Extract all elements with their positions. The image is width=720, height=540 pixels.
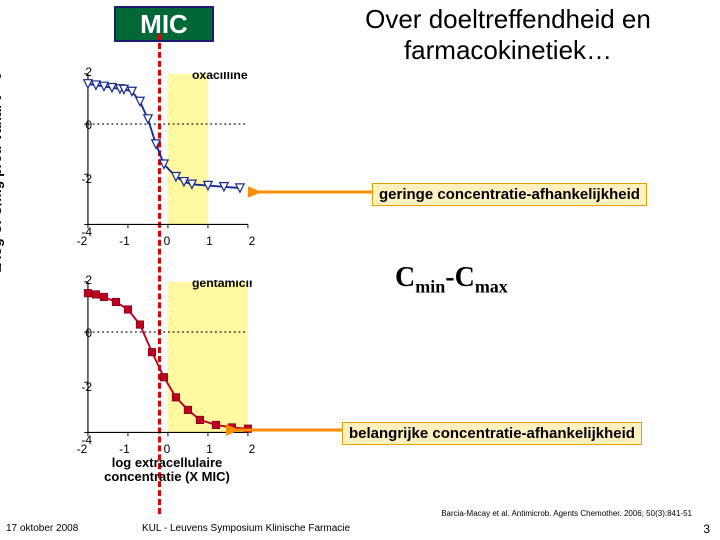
- svg-text:oxacilline: oxacilline: [192, 72, 248, 82]
- callout-belangrijke: belangrijke concentratie-afhankelijkheid: [342, 422, 642, 445]
- x-tick-label: 0: [157, 442, 177, 456]
- panel-oxacilline: oxacilline 20-2-4-2-1012: [48, 72, 268, 248]
- x-tick-label: -1: [115, 234, 135, 248]
- arrow-2: [226, 420, 346, 440]
- y-tick-label: 2: [68, 273, 92, 287]
- y-tick-label: -2: [68, 380, 92, 394]
- arrow-1: [248, 182, 376, 202]
- page-number: 3: [703, 522, 710, 536]
- x-tick-label: -2: [72, 234, 92, 248]
- y-tick-label: 2: [68, 65, 92, 79]
- x-tick-label: 0: [157, 234, 177, 248]
- x-tick-label: 1: [200, 442, 220, 456]
- x-axis-label: log extracellulaire concentratie (X MIC): [82, 456, 252, 485]
- x-tick-label: 2: [242, 234, 262, 248]
- plot-oxacilline: oxacilline: [82, 72, 252, 232]
- y-tick-label: -2: [68, 172, 92, 186]
- x-tick-label: -2: [72, 442, 92, 456]
- callout-geringe: geringe concentratie-afhankelijkheid: [372, 183, 647, 206]
- formula-cmin-cmax: Cmin-Cmax: [395, 262, 508, 298]
- footer-venue: KUL - Leuvens Symposium Klinische Farmac…: [142, 523, 350, 534]
- chart-container: oxacilline 20-2-4-2-1012 gentamicine log…: [48, 72, 268, 472]
- plot-gentamicine: gentamicine: [82, 280, 252, 440]
- x-tick-label: 2: [242, 442, 262, 456]
- y-axis-label: Δ log CFU/mg prot. Vanaf t = 0: [0, 72, 6, 272]
- x-tick-label: 1: [200, 234, 220, 248]
- footer-date: 17 oktober 2008: [6, 523, 78, 534]
- page-title: Over doeltreffendheid en farmacokinetiek…: [328, 4, 688, 66]
- y-tick-label: 0: [68, 118, 92, 132]
- mic-badge: MIC: [114, 6, 214, 42]
- y-tick-label: 0: [68, 326, 92, 340]
- footer-citation: Barcia-Macay et al. Antimicrob. Agents C…: [441, 509, 692, 518]
- x-tick-label: -1: [115, 442, 135, 456]
- svg-text:gentamicine: gentamicine: [192, 280, 252, 290]
